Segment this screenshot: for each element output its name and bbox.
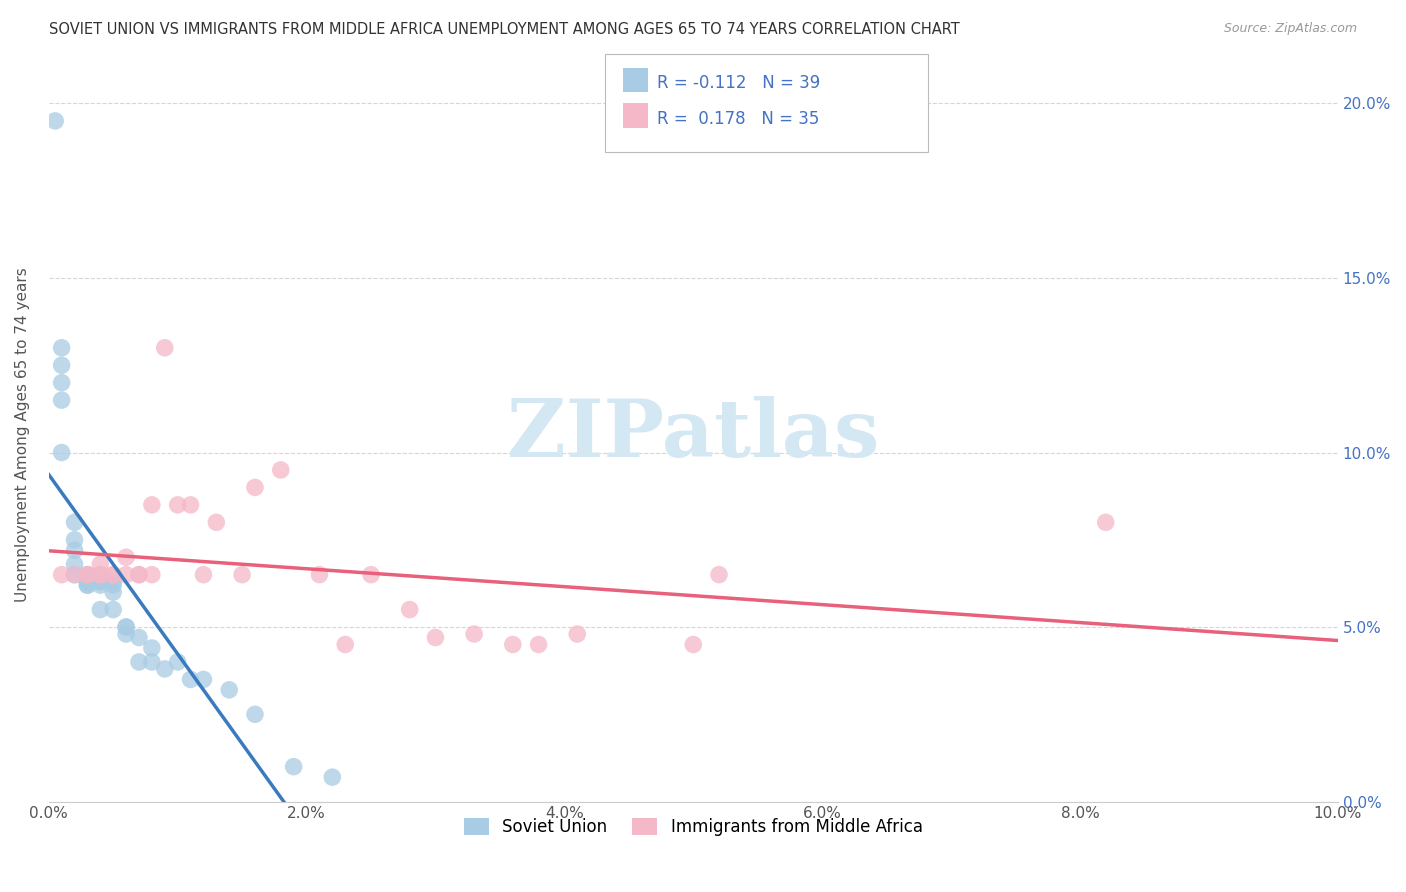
Point [141, 567, 163, 582]
Point [89, 602, 111, 616]
Point [360, 567, 382, 582]
Point [63, 533, 86, 547]
Point [103, 602, 125, 616]
Text: Source: ZipAtlas.com: Source: ZipAtlas.com [1223, 22, 1357, 36]
Point [63, 543, 86, 558]
Point [103, 578, 125, 592]
Point [335, 638, 357, 652]
Point [707, 567, 730, 582]
Point [166, 655, 188, 669]
Point [463, 627, 485, 641]
Point [180, 673, 202, 687]
Point [115, 567, 138, 582]
Point [321, 770, 343, 784]
Point [141, 640, 163, 655]
Point [193, 673, 215, 687]
Point [51, 567, 73, 582]
Point [51, 358, 73, 372]
Point [51, 341, 73, 355]
Point [243, 480, 266, 494]
Point [115, 620, 138, 634]
Text: R = -0.112   N = 39: R = -0.112 N = 39 [657, 74, 820, 92]
Text: SOVIET UNION VS IMMIGRANTS FROM MIDDLE AFRICA UNEMPLOYMENT AMONG AGES 65 TO 74 Y: SOVIET UNION VS IMMIGRANTS FROM MIDDLE A… [49, 22, 960, 37]
Point [76, 567, 98, 582]
Point [63, 558, 86, 572]
Point [682, 638, 704, 652]
Point [76, 567, 98, 582]
Point [89, 558, 111, 572]
Point [128, 631, 150, 645]
Point [51, 376, 73, 390]
Point [128, 567, 150, 582]
Point [166, 498, 188, 512]
Point [502, 638, 524, 652]
Point [76, 567, 98, 582]
Point [398, 602, 420, 616]
Point [153, 662, 176, 676]
Point [89, 574, 111, 589]
Point [218, 682, 240, 697]
Point [103, 585, 125, 599]
Point [103, 567, 125, 582]
Point [425, 631, 447, 645]
Text: R =  0.178   N = 35: R = 0.178 N = 35 [657, 110, 818, 128]
Point [76, 574, 98, 589]
Point [1094, 516, 1116, 530]
Point [44, 114, 66, 128]
Text: ZIPatlas: ZIPatlas [508, 396, 879, 474]
Point [115, 620, 138, 634]
Point [153, 341, 176, 355]
Point [103, 567, 125, 582]
Point [89, 567, 111, 582]
Point [103, 574, 125, 589]
Point [63, 516, 86, 530]
Point [128, 567, 150, 582]
Point [51, 393, 73, 408]
Point [283, 759, 305, 773]
Point [308, 567, 330, 582]
Point [243, 707, 266, 722]
Point [63, 567, 86, 582]
Point [205, 516, 228, 530]
Point [63, 567, 86, 582]
Point [115, 627, 138, 641]
Point [193, 567, 215, 582]
Point [180, 498, 202, 512]
Legend: Soviet Union, Immigrants from Middle Africa: Soviet Union, Immigrants from Middle Afr… [456, 810, 931, 845]
Point [76, 578, 98, 592]
Point [141, 498, 163, 512]
Point [231, 567, 253, 582]
Point [89, 574, 111, 589]
Point [89, 578, 111, 592]
Point [76, 574, 98, 589]
Point [51, 445, 73, 459]
Point [141, 655, 163, 669]
Point [76, 578, 98, 592]
Point [527, 638, 550, 652]
Point [270, 463, 292, 477]
Point [128, 655, 150, 669]
Point [115, 550, 138, 565]
Point [89, 567, 111, 582]
Y-axis label: Unemployment Among Ages 65 to 74 years: Unemployment Among Ages 65 to 74 years [15, 268, 30, 602]
Point [567, 627, 589, 641]
